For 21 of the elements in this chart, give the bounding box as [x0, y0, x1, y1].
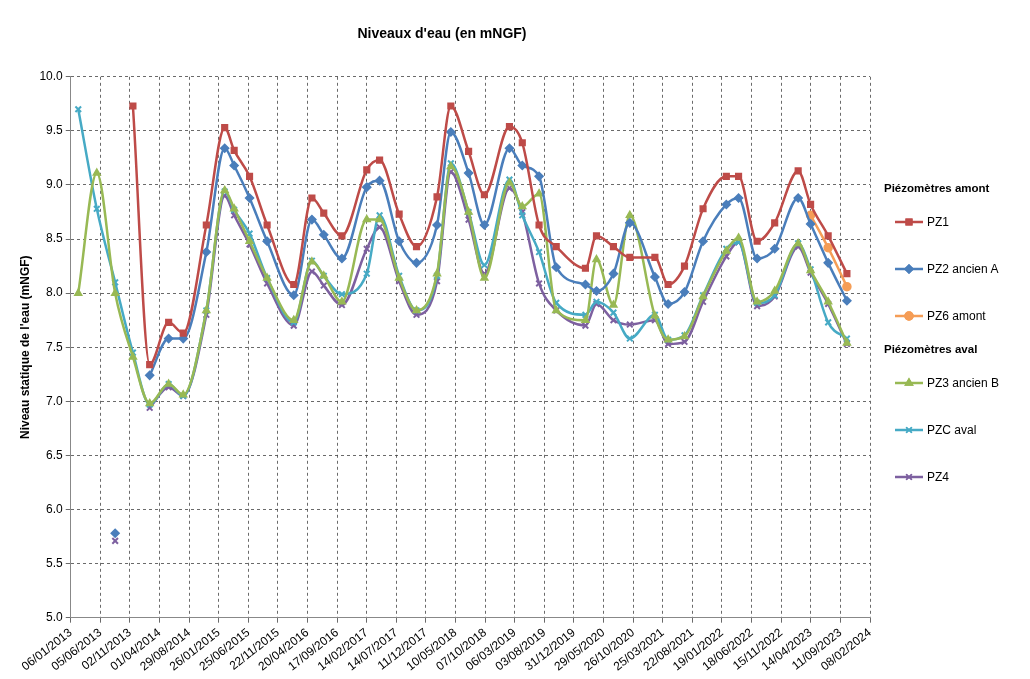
- legend-label: PZ3 ancien B: [927, 375, 1000, 390]
- y-tick-label: 9.5: [46, 123, 64, 138]
- text: Piézomètres aval: [884, 342, 979, 357]
- legend-title: Piézomètres amont: [884, 181, 991, 196]
- legend-label: PZ6 amont: [927, 308, 986, 323]
- y-tick-label: 7.5: [46, 339, 64, 354]
- y-axis-title: Niveau statique de l'eau (mNGF): [17, 255, 32, 440]
- y-tick-label: 5.5: [46, 555, 64, 570]
- legend-label: PZC aval: [927, 422, 977, 437]
- y-tick-label: 10.0: [39, 69, 64, 84]
- y-tick-label: 6.5: [46, 447, 64, 462]
- y-tick-label: 7.0: [46, 393, 64, 408]
- y-tick-label: 8.5: [46, 231, 64, 246]
- legend-label: PZ1: [927, 214, 950, 229]
- chart-title: Niveaux d'eau (en mNGF): [357, 25, 527, 42]
- y-tick-label: 8.0: [46, 285, 64, 300]
- y-tick-label: 5.0: [46, 609, 64, 624]
- y-tick-label: 6.0: [46, 501, 64, 516]
- legend-label: PZ2 ancien A: [927, 261, 999, 276]
- y-tick-label: 9.0: [46, 177, 64, 192]
- legend-label: PZ4: [927, 469, 950, 484]
